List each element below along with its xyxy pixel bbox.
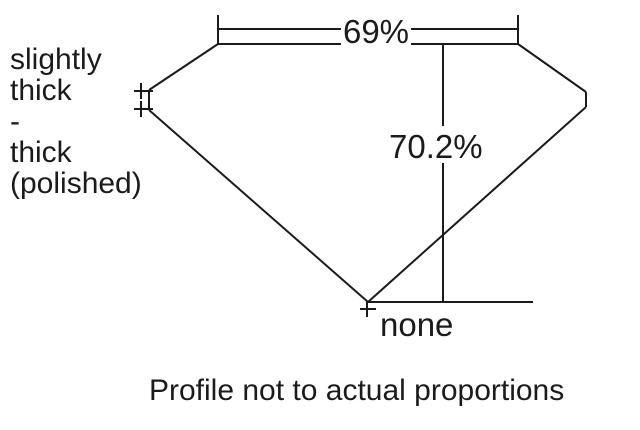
pavilion-left-line (148, 109, 369, 303)
girdle-line-1: slightly (10, 43, 102, 76)
culet-cross-mark (360, 301, 376, 317)
crown-left-line (148, 43, 219, 91)
girdle-line-5: (polished) (10, 167, 142, 200)
depth-percent-label: 70.2% (387, 128, 485, 165)
girdle-description: slightly thick - thick (polished) (10, 44, 142, 199)
girdle-line-2: thick (10, 74, 72, 107)
girdle-line-4: thick (10, 136, 72, 169)
diamond-outline (148, 43, 587, 303)
crown-right-line (517, 43, 587, 93)
proportions-caption: Profile not to actual proportions (149, 374, 565, 407)
girdle-tick-marks (134, 83, 153, 117)
pavilion-right-line (367, 106, 587, 303)
girdle-line-3: - (10, 105, 20, 138)
table-dimension-bracket (217, 15, 519, 44)
table-width-label: 69% (340, 13, 412, 50)
culet-label: none (380, 306, 454, 343)
